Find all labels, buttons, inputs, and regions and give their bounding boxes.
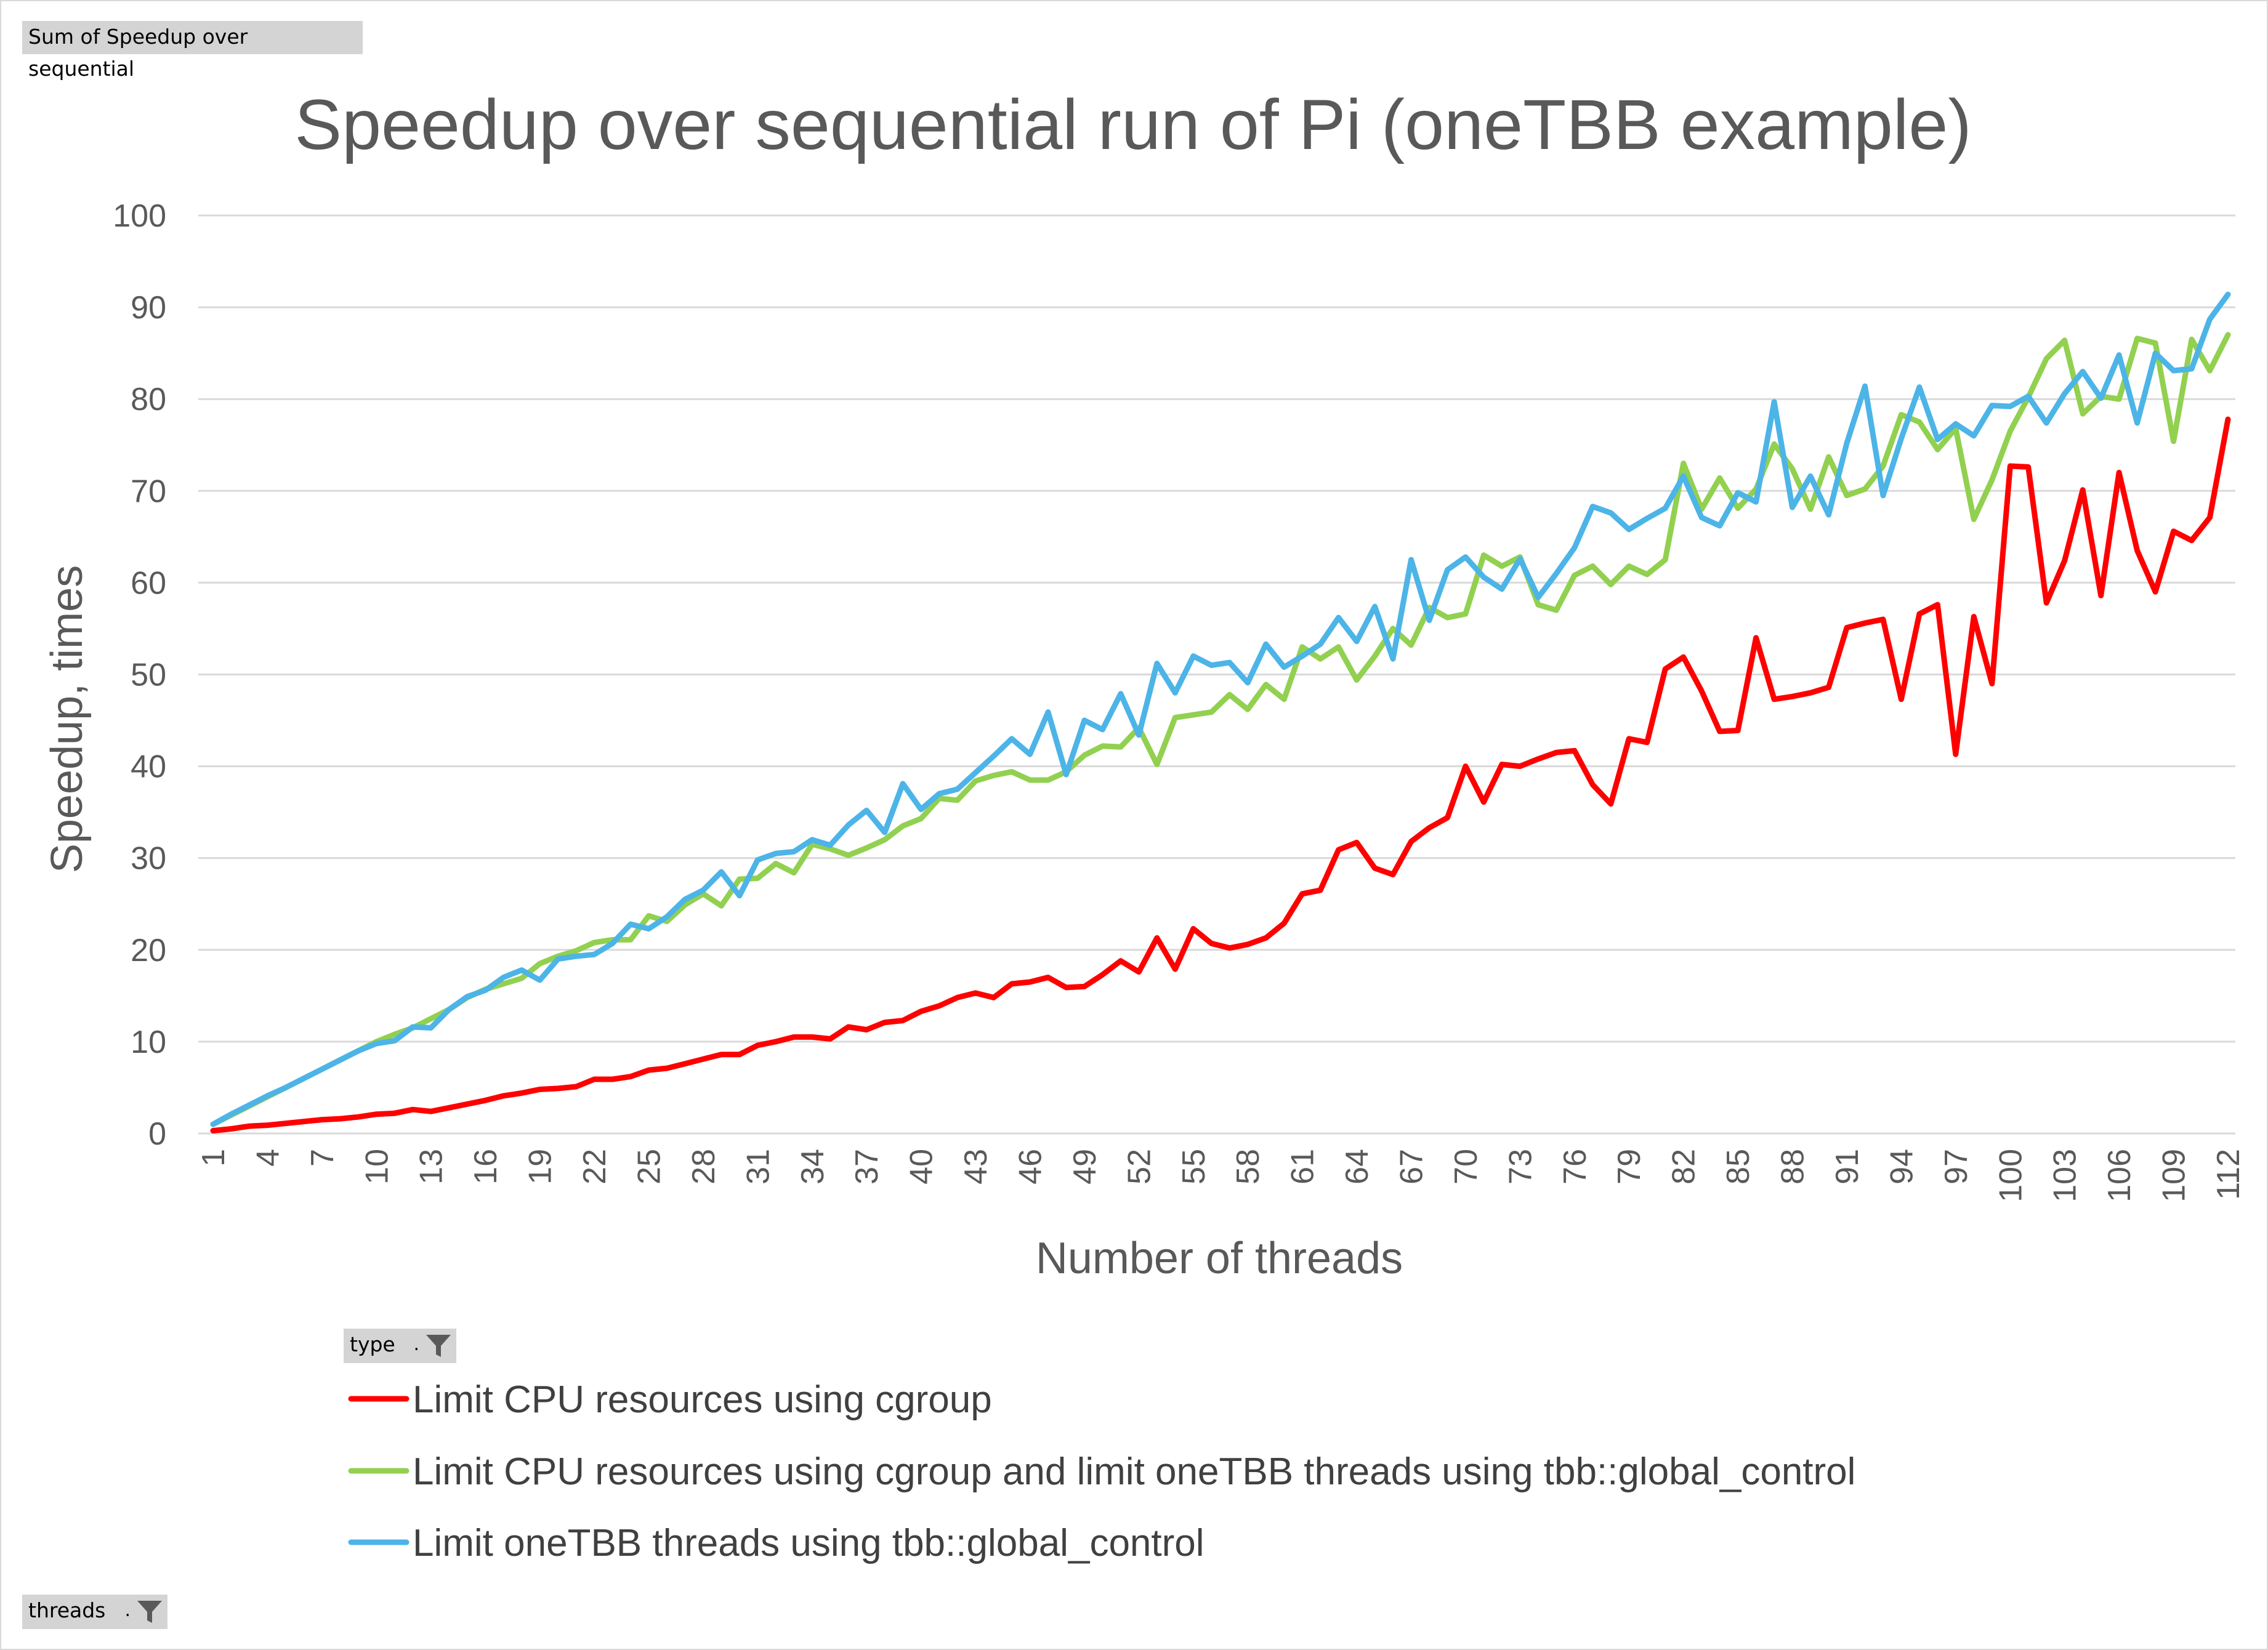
x-tick-label: 61 [1285, 1149, 1321, 1185]
x-tick-label: 109 [2157, 1149, 2192, 1202]
y-tick-label: 20 [131, 933, 166, 968]
series-lines [210, 291, 2231, 1133]
x-tick-label: 31 [740, 1149, 776, 1185]
x-tick-label: 37 [849, 1149, 885, 1185]
x-tick-label: 94 [1884, 1149, 1919, 1185]
x-tick-label: 91 [1830, 1149, 1865, 1185]
y-tick-label: 30 [131, 841, 166, 877]
x-tick-label: 43 [958, 1149, 994, 1185]
x-tick-label: 4 [250, 1149, 286, 1167]
threads-filter-label: threads [28, 1598, 106, 1622]
chart-title: Speedup over sequential run of Pi (oneTB… [294, 86, 1971, 164]
gridlines [198, 214, 2235, 1135]
filter-icon [426, 1335, 451, 1357]
y-tick-labels: 0 10 20 30 40 50 60 70 80 90 100 [113, 198, 166, 1152]
y-tick-label: 90 [131, 290, 166, 326]
y-tick-label: 100 [113, 198, 166, 234]
x-tick-label: 46 [1012, 1149, 1048, 1185]
threads-filter-button[interactable]: threads . [22, 1595, 167, 1629]
x-tick-label: 7 [305, 1149, 341, 1167]
x-tick-label: 82 [1666, 1149, 1702, 1185]
type-filter-button[interactable]: type . [344, 1329, 456, 1363]
y-tick-label: 50 [131, 658, 166, 693]
series-line [210, 416, 2231, 1133]
x-tick-label: 28 [686, 1149, 722, 1185]
series-line [210, 291, 2231, 1127]
series-line [210, 332, 2231, 1127]
dropdown-dots-icon: . [124, 1600, 131, 1621]
x-tick-label: 40 [904, 1149, 940, 1185]
x-axis-title: Number of threads [1036, 1234, 1403, 1283]
x-tick-label: 103 [2048, 1149, 2083, 1202]
x-tick-label: 49 [1067, 1149, 1103, 1185]
legend-label: Limit CPU resources using cgroup and lim… [413, 1451, 1855, 1493]
x-tick-label: 34 [795, 1149, 831, 1185]
y-tick-label: 10 [131, 1024, 166, 1060]
x-tick-label: 19 [523, 1149, 559, 1185]
x-tick-label: 22 [577, 1149, 613, 1185]
x-tick-label: 79 [1612, 1149, 1647, 1185]
legend-label: Limit oneTBB threads using tbb::global_c… [413, 1522, 1205, 1564]
legend: Limit CPU resources using cgroup Limit CP… [348, 1378, 1855, 1564]
filter-icon [137, 1601, 162, 1623]
y-tick-label: 80 [131, 382, 166, 417]
x-tick-label: 55 [1176, 1149, 1212, 1185]
x-tick-label: 58 [1230, 1149, 1266, 1185]
x-tick-label: 100 [1993, 1149, 2028, 1202]
x-tick-label: 85 [1721, 1149, 1756, 1185]
type-filter-label: type [350, 1332, 395, 1356]
x-tick-label: 97 [1939, 1149, 1974, 1185]
x-tick-label: 106 [2102, 1149, 2137, 1202]
x-tick-label: 76 [1557, 1149, 1593, 1185]
x-tick-label: 52 [1121, 1149, 1157, 1185]
x-tick-label: 16 [468, 1149, 504, 1185]
x-tick-label: 70 [1448, 1149, 1484, 1185]
x-tick-label: 1 [196, 1149, 232, 1167]
x-tick-label: 10 [359, 1149, 395, 1185]
x-tick-label: 64 [1339, 1149, 1375, 1185]
x-tick-label: 88 [1775, 1149, 1811, 1185]
y-tick-label: 0 [148, 1116, 166, 1152]
x-tick-labels: 1 4 7 10 13 16 19 22 25 28 31 34 37 40 43 46 49 52 55 58 61 6… [196, 1149, 2246, 1202]
y-axis-title: Speedup, times [42, 565, 92, 873]
dropdown-dots-icon: . [413, 1334, 419, 1355]
y-tick-label: 60 [131, 565, 166, 601]
x-tick-label: 25 [631, 1149, 667, 1185]
x-tick-label: 13 [414, 1149, 450, 1185]
pivot-value-field-button[interactable]: Sum of Speedup over sequential [22, 21, 363, 81]
x-tick-label: 112 [2211, 1149, 2246, 1200]
x-tick-label: 73 [1503, 1149, 1538, 1185]
x-tick-label: 67 [1394, 1149, 1430, 1185]
y-tick-label: 70 [131, 473, 166, 509]
y-tick-label: 40 [131, 749, 166, 785]
legend-label: Limit CPU resources using cgroup [413, 1378, 992, 1421]
